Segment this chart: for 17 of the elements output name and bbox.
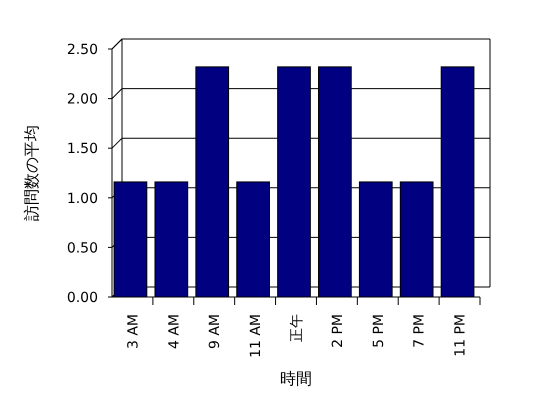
x-tick-label: 4 AM	[166, 314, 182, 350]
x-tick-label: 7 PM	[412, 314, 428, 348]
y-tick-label: 1.00	[66, 190, 98, 207]
x-tick-label: 5 PM	[370, 314, 387, 348]
y-tick-label: 2.00	[66, 92, 98, 108]
x-axis-title: 時間	[280, 369, 312, 388]
x-tick-label: 3 AM	[125, 314, 142, 350]
x-tick-label: 11 AM	[248, 314, 264, 358]
x-tick-label: 11 PM	[452, 314, 469, 357]
x-tick-label: 9 AM	[207, 314, 224, 350]
y-tick-label: 2.50	[66, 42, 98, 58]
x-tick-label: 2 PM	[330, 314, 346, 348]
y-tick-label: 1.50	[66, 141, 98, 158]
y-tick-label: 0.00	[66, 290, 98, 306]
y-axis-title: 訪問数の平均	[22, 125, 41, 221]
x-tick-label: 正午	[289, 314, 305, 342]
y-tick-label: 0.50	[66, 240, 98, 256]
